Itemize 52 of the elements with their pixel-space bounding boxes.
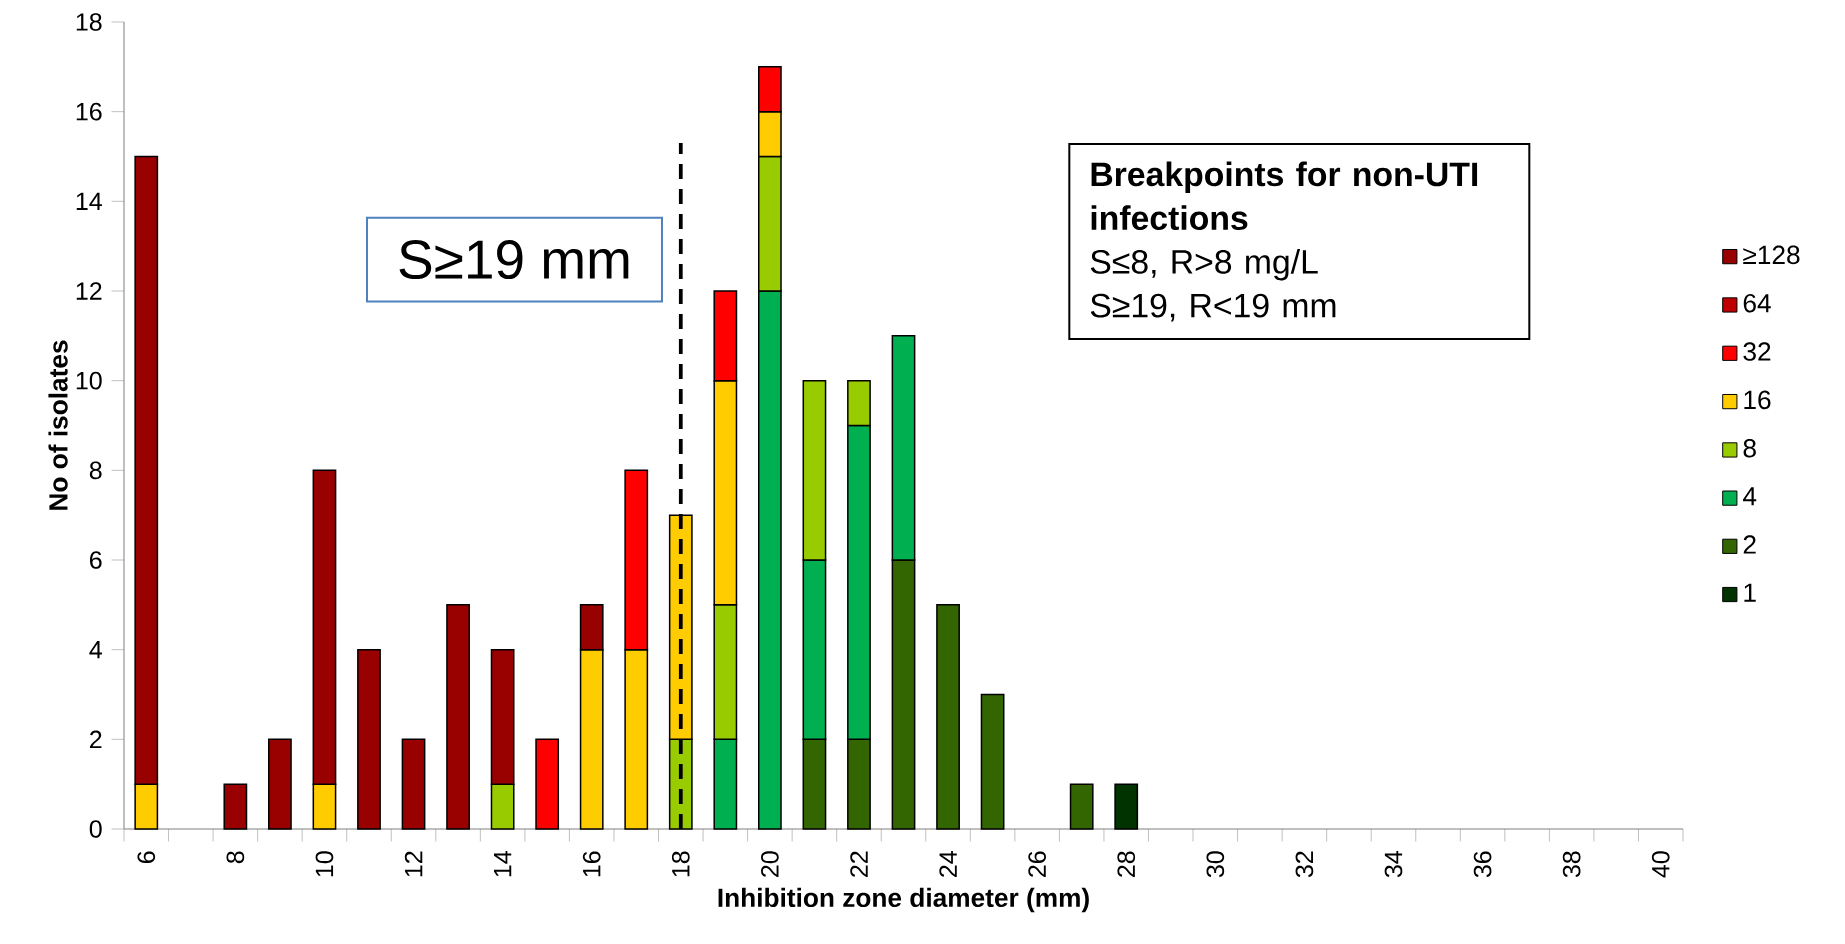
x-axis-title: Inhibition zone diameter (mm): [718, 887, 1089, 913]
x-tick-label: 38: [1562, 851, 1581, 878]
x-tick-label: 22: [850, 851, 868, 877]
annotation: S≥19, R<19 mm: [1090, 293, 1336, 322]
bar: [357, 648, 381, 830]
bar: [535, 738, 560, 830]
x-tick-label: 40: [1651, 851, 1670, 878]
x-tick-label: 18: [671, 851, 690, 877]
y-tick-label: 12: [76, 282, 102, 300]
bar: [401, 738, 426, 830]
x-tick-label: 20: [761, 851, 779, 877]
legend-label: 1: [1744, 583, 1756, 602]
legend-label: 64: [1743, 293, 1771, 313]
legend-label: 8: [1743, 438, 1756, 458]
x-tick-label: 8: [226, 851, 245, 864]
x-tick-label: 6: [137, 851, 156, 863]
x-tick-label: 14: [494, 851, 512, 877]
y-tick-label: 8: [89, 461, 102, 480]
annotation: Breakpoints for non-UTI infections: [1091, 161, 1478, 231]
legend-label: 4: [1743, 487, 1757, 506]
y-tick-label: 14: [76, 192, 102, 210]
bar: [980, 693, 1005, 830]
y-tick-label: 18: [76, 13, 102, 31]
y-tick-label: 6: [90, 551, 102, 569]
y-tick-label: 2: [90, 730, 102, 749]
legend-label: ≥128: [1743, 245, 1800, 265]
x-tick-label: 32: [1295, 851, 1314, 878]
bar: [268, 738, 292, 830]
x-tick-label: 34: [1384, 851, 1403, 878]
bar: [1114, 783, 1139, 830]
y-tick-label: 4: [89, 641, 102, 659]
x-tick-label: 26: [1028, 851, 1046, 877]
x-tick-label: 36: [1473, 851, 1492, 878]
x-tick-label: 12: [404, 851, 423, 877]
x-tick-label: 28: [1117, 851, 1136, 877]
bar: [1069, 783, 1094, 830]
bar: [936, 604, 960, 830]
x-tick-label: 10: [315, 851, 334, 877]
legend-label: 16: [1744, 390, 1771, 410]
bar: [223, 783, 248, 830]
x-tick-label: 24: [939, 851, 957, 877]
ref-line-label: S≥19 mm: [399, 240, 629, 280]
legend-label: 32: [1743, 342, 1771, 361]
x-tick-label: 16: [582, 851, 601, 877]
y-tick-label: 16: [76, 102, 102, 121]
annotation: S≤8, R>8 mg/L: [1090, 249, 1318, 281]
x-tick-label: 30: [1206, 851, 1225, 878]
legend-label: 2: [1743, 535, 1756, 554]
y-tick-label: 10: [76, 371, 102, 390]
y-tick-label: 0: [89, 820, 102, 838]
y-axis-title: No of isolates: [48, 340, 68, 510]
bar: [446, 604, 470, 830]
